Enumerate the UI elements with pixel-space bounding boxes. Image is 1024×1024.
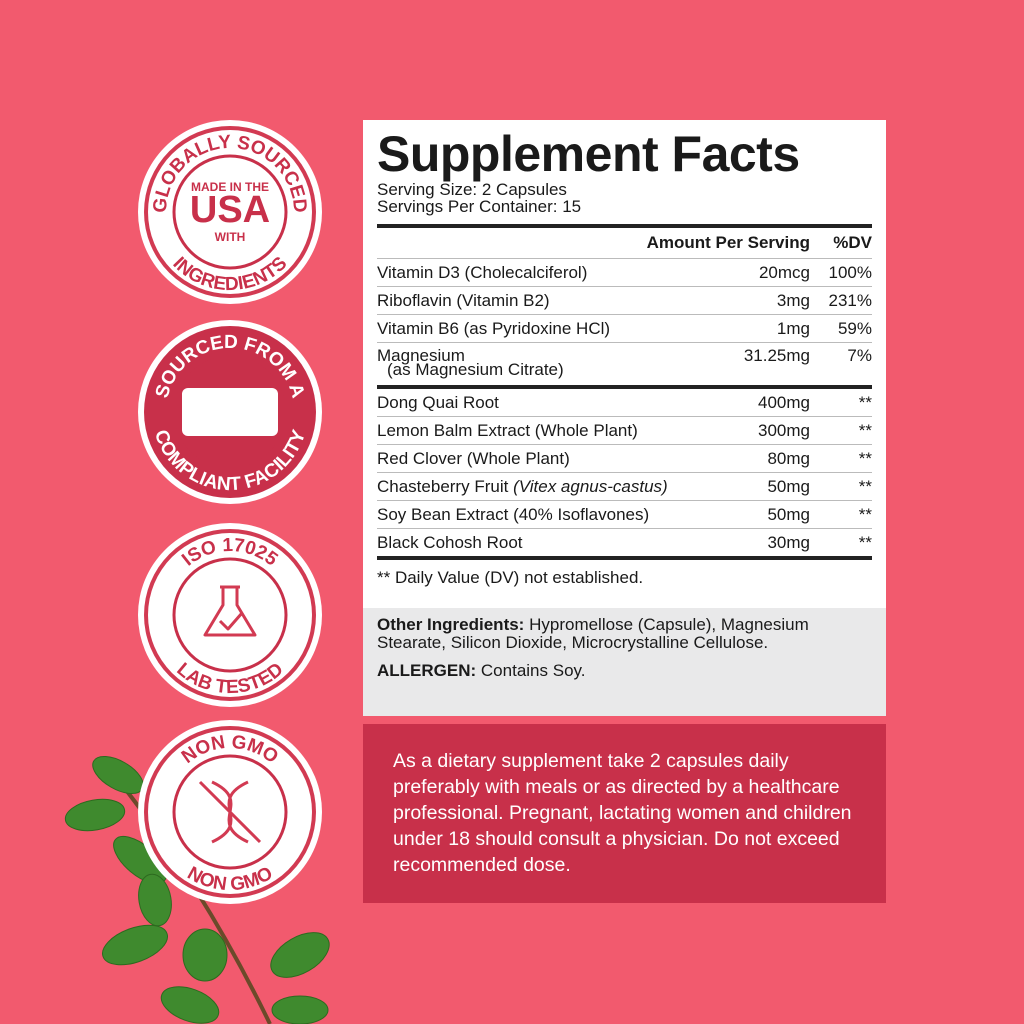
row: Red Clover (Whole Plant) 80mg ** bbox=[377, 445, 872, 473]
ingredient: Vitamin B6 (as Pyridoxine HCl) bbox=[377, 315, 700, 342]
amount: 31.25mg bbox=[743, 346, 810, 365]
amount: 3mg bbox=[776, 291, 810, 310]
badge-inner bbox=[172, 557, 288, 673]
dv-header: %DV bbox=[833, 233, 872, 252]
row: Lemon Balm Extract (Whole Plant) 300mg ** bbox=[377, 417, 872, 445]
daily-value: ** bbox=[858, 393, 872, 412]
name: Riboflavin (Vitamin B2) bbox=[377, 291, 550, 310]
daily-value: ** bbox=[858, 477, 872, 496]
row: Vitamin D3 (Cholecalciferol) 20mcg 100% bbox=[377, 259, 872, 287]
name: Red Clover (Whole Plant) bbox=[377, 449, 570, 468]
row: Riboflavin (Vitamin B2) 3mg 231% bbox=[377, 287, 872, 315]
name: Soy Bean Extract (40% Isoflavones) bbox=[377, 505, 650, 524]
rule bbox=[377, 224, 872, 228]
ingredient: Red Clover (Whole Plant) bbox=[377, 445, 700, 472]
directions: As a dietary supplement take 2 capsules … bbox=[363, 724, 886, 903]
name: Black Cohosh Root bbox=[377, 533, 523, 552]
row: Chasteberry Fruit (Vitex agnus-castus) 50… bbox=[377, 473, 872, 501]
daily-value: 59% bbox=[837, 319, 872, 338]
daily-value: ** bbox=[858, 505, 872, 524]
name: Dong Quai Root bbox=[377, 393, 499, 412]
row: Black Cohosh Root 30mg ** bbox=[377, 529, 872, 557]
daily-value: 231% bbox=[828, 291, 872, 310]
other-ingredients: Other Ingredients: Hypromellose (Capsule… bbox=[363, 608, 886, 716]
daily-value: ** bbox=[858, 449, 872, 468]
daily-value: ** bbox=[858, 421, 872, 440]
badge-center-text: USA bbox=[190, 189, 270, 231]
flask-icon bbox=[203, 585, 257, 637]
rule bbox=[377, 385, 872, 389]
latin-name: (Vitex agnus-castus) bbox=[513, 477, 668, 496]
name: Vitamin B6 (as Pyridoxine HCl) bbox=[377, 319, 611, 338]
name: Vitamin D3 (Cholecalciferol) bbox=[377, 263, 588, 282]
rule bbox=[377, 556, 872, 560]
amount-header: Amount Per Serving bbox=[646, 233, 810, 252]
servings: Servings Per Container: 15 bbox=[377, 197, 582, 216]
header-row: Amount Per Serving %DV bbox=[377, 228, 872, 259]
dna-icon bbox=[198, 780, 262, 844]
leaves bbox=[64, 755, 330, 1024]
ingredient: Soy Bean Extract (40% Isoflavones) bbox=[377, 501, 700, 528]
name: Chasteberry Fruit bbox=[377, 477, 509, 496]
row: Magnesium (as Magnesium Citrate) 31.25mg 7% bbox=[377, 343, 872, 386]
ingredient: Dong Quai Root bbox=[377, 389, 700, 416]
badge-inner bbox=[172, 154, 288, 270]
amount: 50mg bbox=[767, 477, 810, 496]
label: ALLERGEN: bbox=[377, 661, 477, 680]
row: Dong Quai Root 400mg ** bbox=[377, 389, 872, 417]
ingredient: Chasteberry Fruit (Vitex agnus-castus) bbox=[377, 473, 700, 500]
gmp-plate bbox=[182, 388, 278, 436]
daily-value: 100% bbox=[828, 263, 872, 282]
amount: 30mg bbox=[767, 533, 810, 552]
ingredient: Magnesium (as Magnesium Citrate) bbox=[377, 343, 700, 385]
name: Lemon Balm Extract (Whole Plant) bbox=[377, 421, 638, 440]
amount: 20mcg bbox=[758, 263, 810, 282]
badge-center-text: MADE IN THE bbox=[191, 180, 269, 194]
footnote: ** Daily Value (DV) not established. bbox=[377, 568, 644, 587]
amount: 300mg bbox=[758, 421, 810, 440]
label: Other Ingredients: bbox=[377, 615, 525, 634]
amount: 80mg bbox=[767, 449, 810, 468]
title: Supplement Facts bbox=[377, 126, 800, 182]
badge-center-text: WITH bbox=[215, 230, 246, 244]
amount: 400mg bbox=[758, 393, 810, 412]
row: Vitamin B6 (as Pyridoxine HCl) 1mg 59% bbox=[377, 315, 872, 343]
name: Magnesium bbox=[377, 346, 465, 365]
ingredient: Lemon Balm Extract (Whole Plant) bbox=[377, 417, 700, 444]
name-note: (as Magnesium Citrate) bbox=[387, 360, 564, 379]
row: Soy Bean Extract (40% Isoflavones) 50mg ** bbox=[377, 501, 872, 529]
amount: 1mg bbox=[776, 319, 810, 338]
daily-value: ** bbox=[858, 533, 872, 552]
ingredient: Vitamin D3 (Cholecalciferol) bbox=[377, 259, 700, 286]
ingredient: Riboflavin (Vitamin B2) bbox=[377, 287, 700, 314]
supplement-facts: Supplement Facts Serving Size: 2 Capsule… bbox=[363, 120, 886, 716]
text: Contains Soy. bbox=[480, 661, 586, 680]
amount: 50mg bbox=[767, 505, 810, 524]
daily-value: 7% bbox=[847, 346, 872, 365]
ingredient: Black Cohosh Root bbox=[377, 529, 700, 556]
text: Hypromellose (Capsule), Magnesium Steara… bbox=[377, 615, 809, 652]
serving-size: Serving Size: 2 Capsules bbox=[377, 180, 567, 199]
